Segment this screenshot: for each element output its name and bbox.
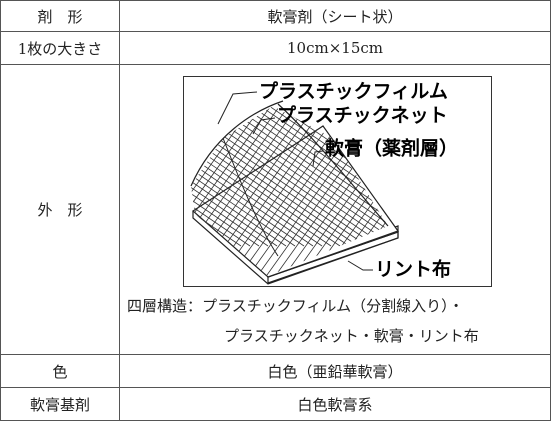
caption: プラスチックネット・軟膏・リント布: [224, 327, 479, 345]
mesh-line: [197, 106, 388, 247]
mesh-line: [191, 106, 192, 276]
mesh-line: [191, 106, 318, 276]
mesh-line: [233, 106, 388, 276]
mesh-line: [191, 106, 368, 247]
diagram-label: 軟膏（薬剤層）: [325, 137, 458, 160]
mesh-line: [191, 106, 388, 247]
mesh-line: [191, 106, 296, 247]
value-cell: 軟膏剤（シート状）: [120, 0, 551, 32]
mesh-line: [191, 106, 350, 247]
mesh-line: [191, 106, 345, 276]
mesh-line: [191, 106, 388, 247]
mesh-line: [191, 106, 314, 247]
mesh-line: [468, 76, 493, 288]
label-cell: 剤 形: [0, 0, 120, 32]
mesh-line: [441, 76, 493, 246]
mesh-line: [191, 106, 201, 276]
mesh-line: [191, 106, 242, 247]
mesh-line: [191, 106, 354, 276]
mesh-line: [477, 76, 493, 288]
mesh-line: [206, 106, 388, 276]
label-cell: 軟膏基剤: [0, 388, 120, 421]
mesh-line: [441, 76, 493, 288]
mesh-line: [191, 106, 388, 247]
mesh-line: [459, 76, 493, 246]
mesh-line: [191, 106, 386, 247]
mesh-line: [242, 106, 388, 276]
mesh-line: [191, 106, 305, 247]
diagram-label: プラスチックネット: [277, 104, 448, 127]
mesh-line: [215, 106, 388, 276]
mesh-line: [191, 106, 377, 247]
mesh-line: [459, 76, 493, 288]
mesh-line: [191, 106, 287, 247]
mesh-line: [191, 106, 269, 247]
mesh-line: [296, 106, 388, 276]
mesh-line: [468, 76, 493, 246]
diagram-label: リント布: [375, 258, 451, 281]
caption: 四層構造：プラスチックフィルム（分割線入り）・: [127, 297, 464, 315]
mesh-line: [450, 76, 493, 246]
mesh-line: [191, 106, 341, 247]
label-cell: 1枚の大きさ: [0, 32, 120, 65]
value-cell: 10cm×15cm: [120, 32, 551, 65]
mesh-line: [191, 106, 359, 247]
mesh-line: [191, 106, 388, 247]
mesh-line: [224, 106, 388, 276]
mesh-line: [191, 106, 278, 247]
mesh-line: [191, 106, 197, 247]
mesh-line: [191, 106, 260, 247]
label-cell: 外 形: [0, 65, 120, 355]
value-cell: 白色（亜鉛華軟膏）: [120, 355, 551, 388]
diagram-label: プラスチックフィルム: [259, 80, 448, 103]
mesh-line: [191, 106, 388, 247]
mesh-line: [477, 76, 493, 246]
value-cell: 白色軟膏系: [120, 388, 551, 421]
mesh-line: [287, 106, 388, 276]
mesh-line: [191, 106, 206, 247]
mesh-line: [450, 76, 493, 288]
mesh-line: [191, 106, 251, 247]
mesh-line: [191, 106, 336, 276]
mesh-line: [215, 106, 388, 247]
mesh-line: [191, 106, 228, 276]
mesh-line: [191, 106, 327, 276]
label-cell: 色: [0, 355, 120, 388]
mesh-line: [191, 106, 210, 276]
